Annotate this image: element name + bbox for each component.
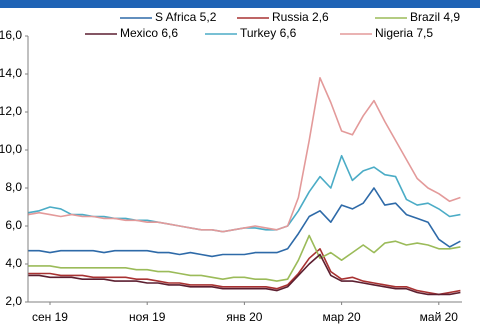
y-tick-label: 10,0: [0, 142, 22, 156]
y-tick-label: 12,0: [0, 104, 22, 118]
legend-label: Turkey 6,6: [240, 26, 297, 40]
series-line: [28, 77, 461, 233]
legend-label: S Africa 5,2: [155, 10, 217, 24]
x-tick-label: май 20: [420, 310, 459, 324]
y-tick-label: 2,0: [5, 294, 22, 308]
y-tick-label: 8,0: [5, 180, 22, 194]
x-tick-label: мар 20: [322, 310, 361, 324]
series-line: [28, 234, 461, 282]
y-tick-label: 6,0: [5, 218, 22, 232]
y-tick-label: 14,0: [0, 66, 22, 80]
y-tick-label: 16,0: [0, 28, 22, 42]
legend-label: Russia 2,6: [272, 10, 329, 24]
series-line: [28, 253, 461, 296]
x-tick-label: янв 20: [226, 310, 263, 324]
series-line: [28, 248, 461, 296]
x-tick-label: сен 19: [32, 310, 68, 324]
legend-label: Mexico 6,6: [120, 26, 178, 40]
legend-label: Nigeria 7,5: [375, 26, 433, 40]
header-strip: [0, 0, 480, 8]
series-line: [28, 187, 461, 258]
series-line: [28, 154, 461, 233]
x-tick-label: ноя 19: [129, 310, 166, 324]
y-tick-label: 4,0: [5, 256, 22, 270]
legend-label: Brazil 4,9: [410, 10, 460, 24]
